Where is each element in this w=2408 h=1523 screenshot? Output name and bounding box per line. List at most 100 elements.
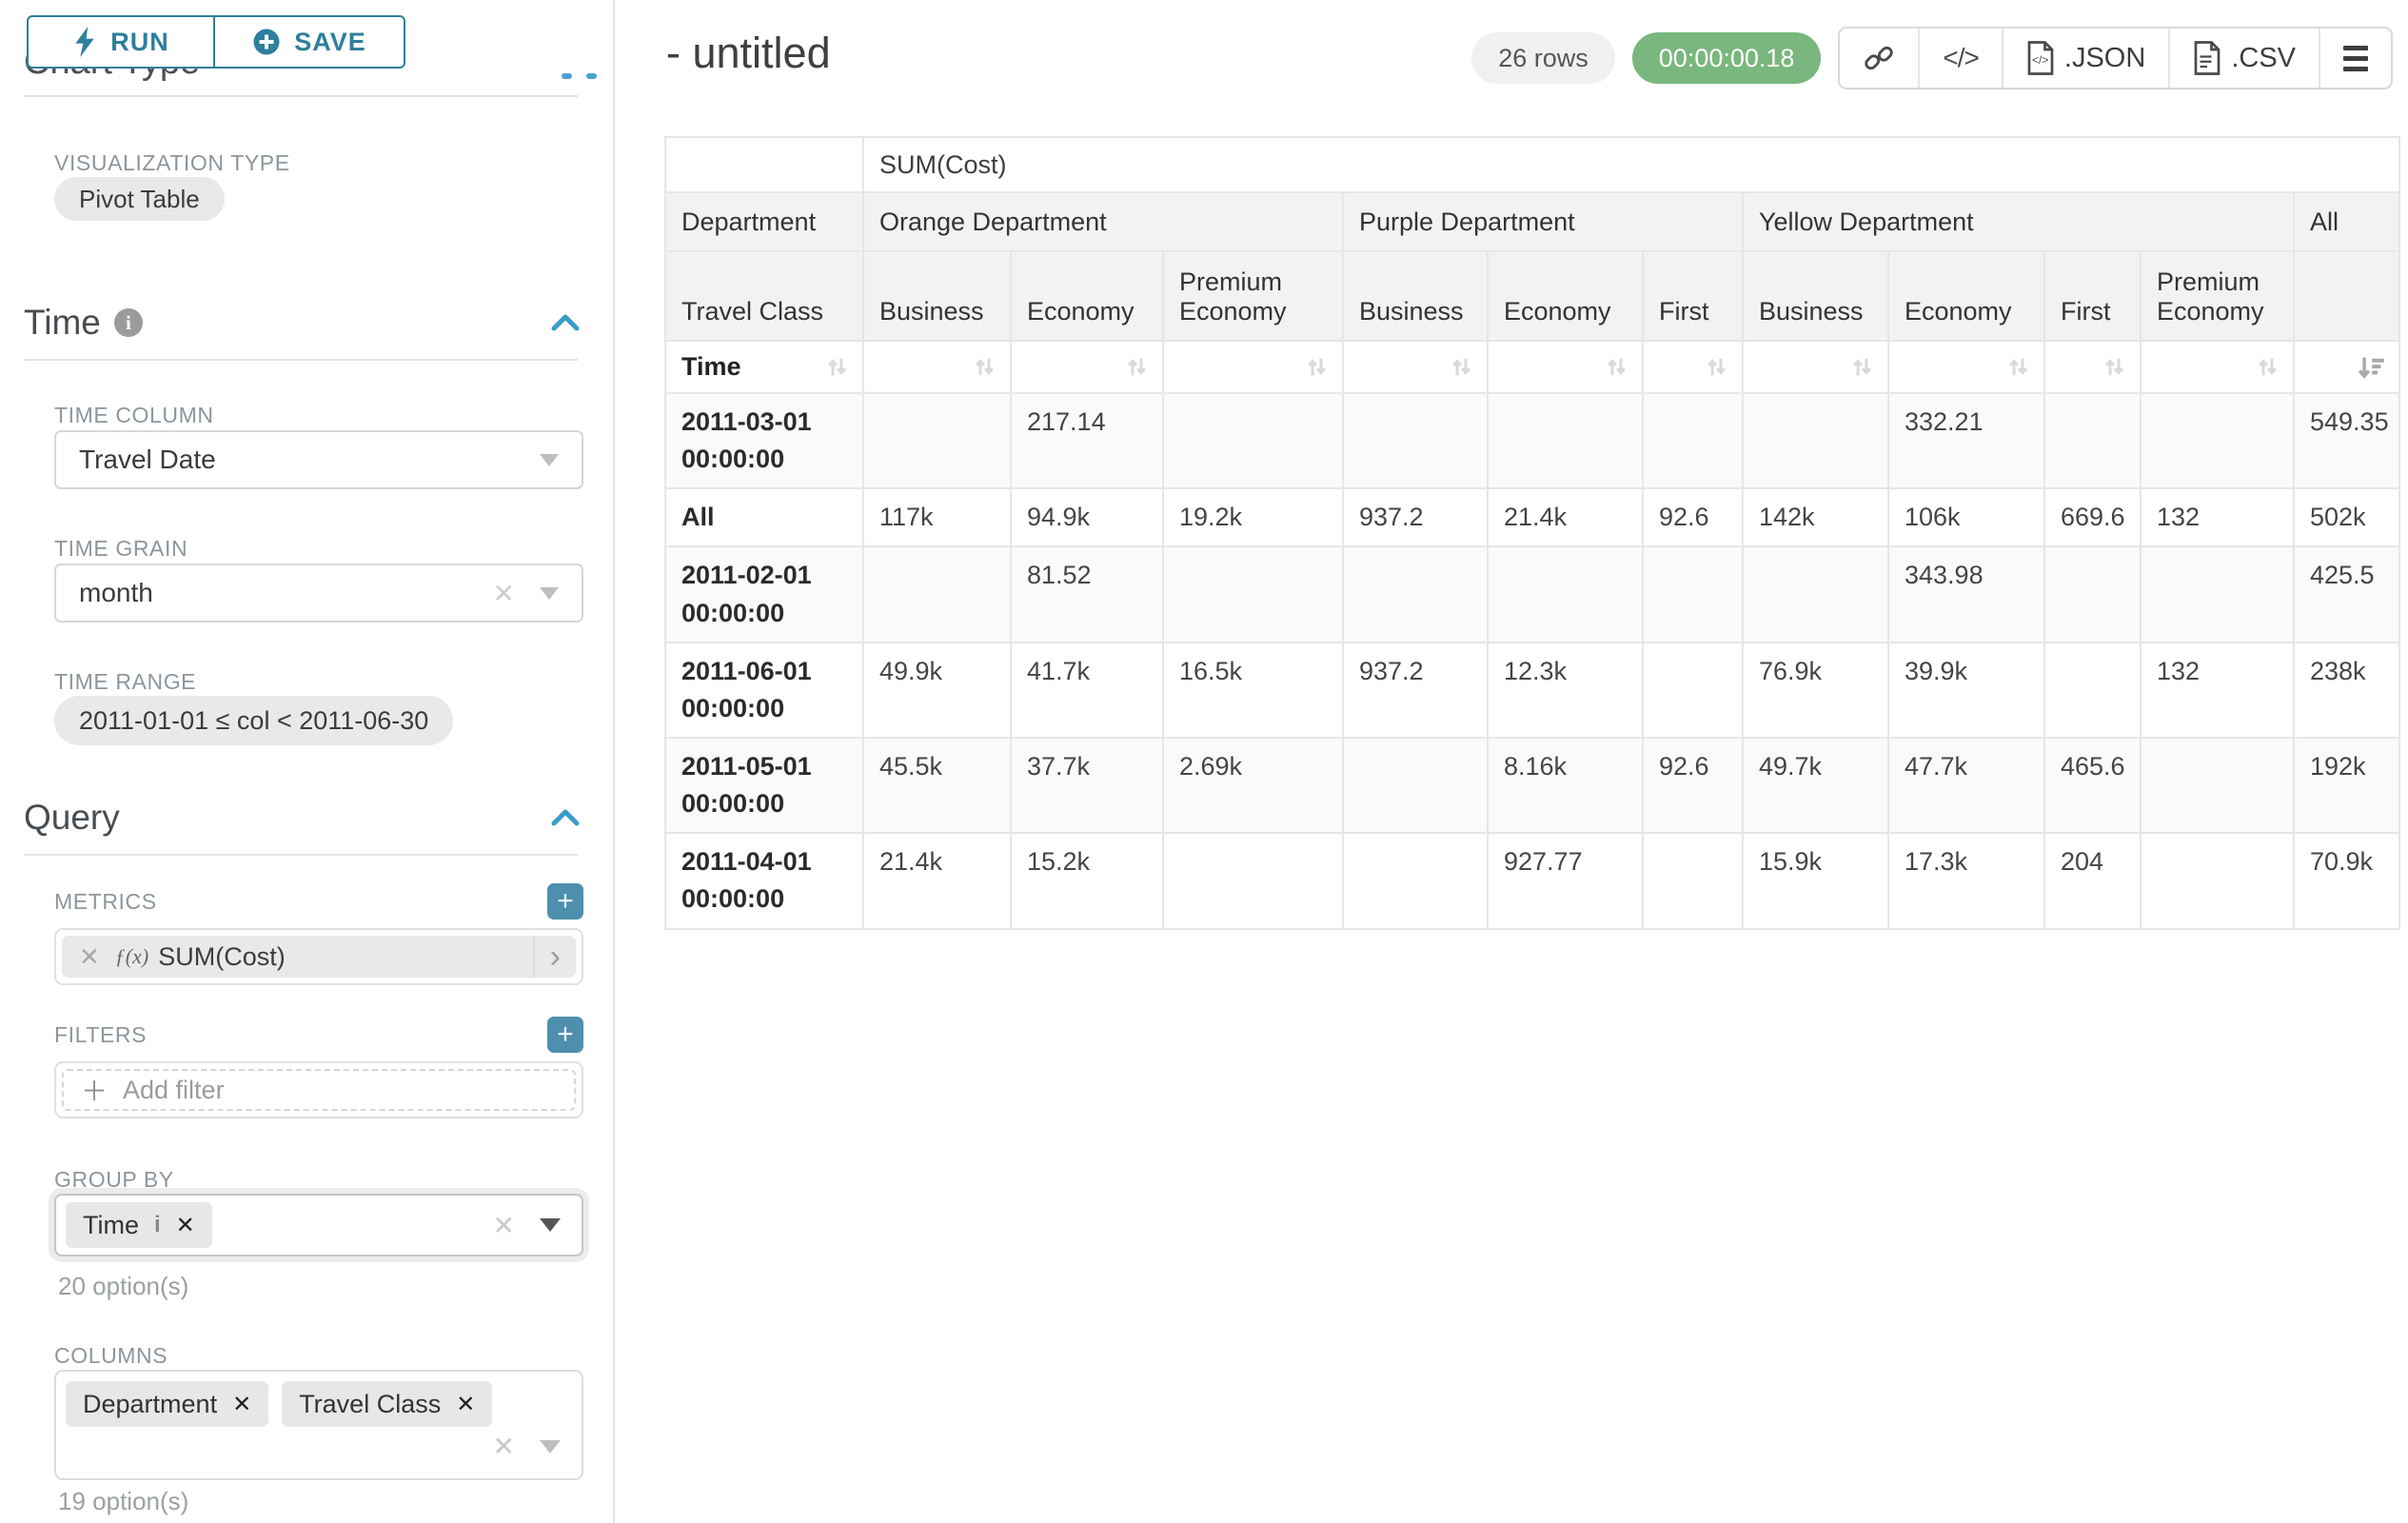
metrics-label: METRICS: [54, 888, 157, 914]
group-by-options-hint: 20 option(s): [58, 1272, 189, 1300]
code-icon: </>: [1943, 43, 1979, 72]
sort-desc-active-icon: [2358, 357, 2384, 379]
chevron-down-icon: [540, 586, 559, 600]
clear-all-icon[interactable]: ✕: [492, 1432, 515, 1461]
pivot-cell: [2043, 641, 2142, 739]
collapse-chevron-icon[interactable]: [549, 312, 582, 333]
time-grain-select[interactable]: month ✕: [54, 564, 583, 623]
columns-tag[interactable]: Department ✕: [66, 1381, 269, 1427]
hamburger-menu-icon: [2343, 45, 2368, 71]
columns-select[interactable]: Department ✕ Travel Class ✕ ✕: [54, 1370, 583, 1480]
group-by-tag[interactable]: Time i ✕: [66, 1202, 212, 1248]
remove-metric-icon[interactable]: ✕: [79, 941, 100, 971]
add-metric-button[interactable]: +: [547, 883, 583, 920]
csv-file-icon: [2194, 41, 2220, 75]
query-section-title: Query: [24, 798, 120, 837]
group-by-select[interactable]: Time i ✕ ✕: [54, 1194, 583, 1256]
query-section-header: Query: [24, 798, 582, 838]
export-json-button[interactable]: </> .JSON: [2003, 29, 2171, 88]
column-sort-header[interactable]: [1742, 340, 1889, 394]
row-header: 2011-06-01 00:00:00: [664, 641, 864, 739]
chevron-right-icon[interactable]: ›: [532, 936, 576, 978]
column-sort-header[interactable]: [2043, 340, 2142, 394]
time-range-label: TIME RANGE: [54, 669, 197, 694]
column-sort-header[interactable]: [1642, 340, 1744, 394]
pivot-cell: 15.9k: [1742, 832, 1889, 930]
sort-icon: [1308, 358, 1326, 376]
pivot-cell: 92.6: [1642, 487, 1744, 548]
pivot-cell: 217.14: [1010, 391, 1164, 490]
pivot-cell: [1642, 641, 1744, 739]
pivot-cell: 343.98: [1887, 545, 2045, 643]
run-save-button-row: RUN SAVE: [27, 15, 405, 69]
sort-icon: [1128, 358, 1146, 376]
clear-all-icon[interactable]: ✕: [492, 1210, 515, 1240]
pivot-cell: 37.7k: [1010, 736, 1164, 835]
row-count-badge: 26 rows: [1471, 32, 1615, 84]
remove-tag-icon[interactable]: ✕: [175, 1212, 195, 1238]
time-grain-label: TIME GRAIN: [54, 536, 188, 561]
travel-class-header: Business: [1342, 250, 1489, 342]
travel-class-header: Business: [862, 250, 1012, 342]
remove-tag-icon[interactable]: ✕: [232, 1391, 252, 1417]
run-button[interactable]: RUN: [27, 15, 215, 69]
row-header: 2011-04-01 00:00:00: [664, 832, 864, 930]
pivot-cell: [2043, 391, 2142, 490]
chart-title[interactable]: - untitled: [666, 29, 831, 77]
time-sort-header[interactable]: Time: [664, 340, 864, 394]
all-column-header: All: [2293, 191, 2400, 252]
add-filter-dropzone[interactable]: ＋ Add filter: [62, 1069, 576, 1111]
embed-code-button[interactable]: </>: [1920, 29, 2003, 88]
add-filter-button[interactable]: +: [547, 1017, 583, 1053]
clear-icon[interactable]: ✕: [492, 578, 515, 608]
travel-class-header: Economy: [1887, 250, 2045, 342]
time-range-value[interactable]: 2011-01-01 ≤ col < 2011-06-30: [54, 696, 454, 745]
pivot-row: All 117k 94.9k 19.2k 937.2 21.4k 92.6 142k 106k 6…: [664, 487, 2400, 548]
time-column-label: TIME COLUMN: [54, 403, 214, 427]
save-button[interactable]: SAVE: [213, 15, 405, 69]
pivot-all-cell: 425.5: [2293, 545, 2400, 643]
column-sort-header[interactable]: [1487, 340, 1644, 394]
control-panel-sidebar: Chart Type RUN SAVE VISUALIZATION TYPE P…: [0, 0, 615, 1523]
remove-tag-icon[interactable]: ✕: [456, 1391, 476, 1417]
bolt-icon: [75, 27, 94, 57]
column-sort-header[interactable]: [1887, 340, 2045, 394]
time-grain-value: month: [79, 578, 153, 607]
pivot-cell: 12.3k: [1487, 641, 1644, 739]
time-column-select[interactable]: Travel Date: [54, 430, 583, 489]
divider: [24, 854, 578, 856]
function-icon: ƒ(x): [114, 944, 149, 968]
pivot-cell: 142k: [1742, 487, 1889, 548]
divider: [24, 359, 578, 361]
export-json-label: .JSON: [2063, 42, 2146, 73]
pivot-cell: 19.2k: [1162, 487, 1344, 548]
pivot-cell: 8.16k: [1487, 736, 1644, 835]
visualization-type-value[interactable]: Pivot Table: [54, 177, 225, 221]
column-sort-header[interactable]: [862, 340, 1012, 394]
pivot-cell: 937.2: [1342, 487, 1489, 548]
group-by-tag-label: Time: [83, 1210, 139, 1239]
collapse-chevron-icon[interactable]: [549, 807, 582, 828]
pivot-cell: 332.21: [1887, 391, 2045, 490]
panel-resize-handle[interactable]: [562, 73, 597, 79]
export-csv-button[interactable]: .CSV: [2170, 29, 2320, 88]
pivot-cell: 937.2: [1342, 641, 1489, 739]
more-menu-button[interactable]: [2320, 29, 2391, 88]
column-sort-header[interactable]: [2140, 340, 2295, 394]
travel-class-header: First: [1642, 250, 1744, 342]
pivot-row: 2011-02-01 00:00:00 81.52 343.98 425.5: [664, 545, 2400, 643]
save-button-label: SAVE: [294, 27, 366, 56]
pivot-cell: [862, 391, 1012, 490]
columns-label: COLUMNS: [54, 1343, 168, 1368]
column-sort-header[interactable]: [1162, 340, 1344, 394]
column-sort-header[interactable]: [1010, 340, 1164, 394]
pivot-cell: 106k: [1887, 487, 2045, 548]
pivot-cell: 47.7k: [1887, 736, 2045, 835]
all-column-sort-header[interactable]: [2293, 340, 2400, 394]
pivot-table: SUM(Cost) Department Orange Department Purp…: [664, 136, 2400, 930]
columns-tag[interactable]: Travel Class ✕: [282, 1381, 493, 1427]
copy-link-button[interactable]: [1840, 29, 1921, 88]
pivot-cell: 94.9k: [1010, 487, 1164, 548]
column-sort-header[interactable]: [1342, 340, 1489, 394]
metric-pill[interactable]: ✕ ƒ(x) SUM(Cost) ›: [62, 936, 576, 978]
